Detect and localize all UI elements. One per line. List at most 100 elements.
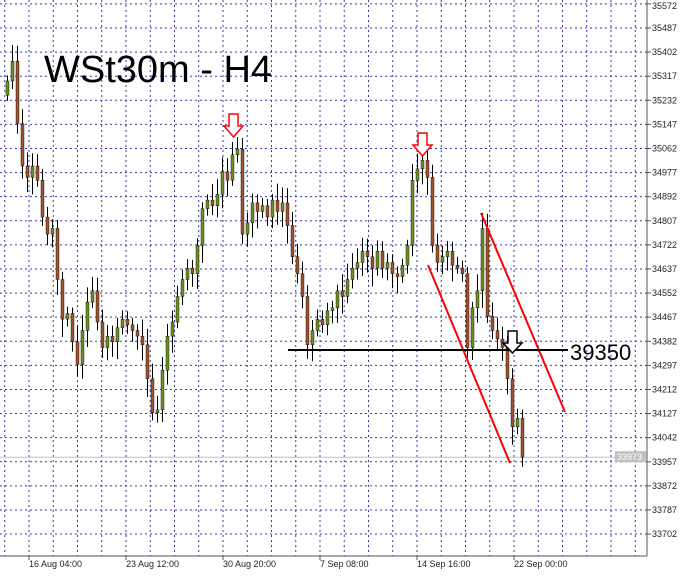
bear-candle [340, 290, 345, 297]
bull-candle [410, 180, 415, 246]
bear-candle [25, 165, 30, 178]
bear-candle [320, 318, 325, 326]
bull-candle [375, 250, 380, 269]
bear-candle [60, 279, 65, 320]
grid [0, 0, 647, 556]
bear-candle [15, 60, 20, 124]
price-tick-label: 34892 [652, 192, 677, 202]
price-tick-label: 34042 [652, 433, 677, 443]
bull-candle [230, 154, 235, 181]
bear-candle [490, 316, 495, 331]
bear-candle [390, 262, 395, 274]
bull-candle [415, 168, 420, 181]
bull-candle [10, 60, 15, 82]
bear-candle [40, 180, 45, 218]
bull-candle [245, 222, 250, 235]
time-tick-label: 14 Sep 16:00 [417, 559, 471, 569]
price-axis-labels: 35572 35487 35402 35317 35232 35147 35062 34977… [647, 1, 677, 539]
bull-candle [205, 199, 210, 209]
bull-candle [160, 369, 165, 411]
bear-candle [365, 250, 370, 257]
price-tick-label: 34637 [652, 264, 677, 274]
channel-lower-line[interactable] [427, 264, 511, 464]
price-tick-label: 34722 [652, 240, 677, 250]
bear-candle [255, 202, 260, 212]
bull-candle [405, 245, 410, 266]
price-tick-label: 35487 [652, 23, 677, 33]
bear-candle [425, 160, 430, 178]
bear-candle [145, 344, 150, 379]
bull-candle [185, 267, 190, 280]
price-tick-label: 35232 [652, 95, 677, 105]
price-tick-label: 35147 [652, 119, 677, 129]
bull-candle [385, 262, 390, 269]
bear-candle [455, 265, 460, 269]
price-tick-label: 33957 [652, 457, 677, 467]
bull-candle [325, 310, 330, 326]
bear-candle [510, 378, 515, 428]
time-tick-label: 22 Sep 00:00 [514, 559, 568, 569]
down-arrow-icon [411, 132, 434, 158]
bear-candle [505, 347, 510, 379]
bear-candle [520, 418, 525, 458]
bull-candle [155, 409, 160, 413]
time-axis-labels: 16 Aug 04:00 23 Aug 12:00 30 Aug 20:00 7 Se… [28, 556, 568, 569]
bull-candle [420, 160, 425, 170]
bear-candle [225, 171, 230, 181]
bull-candle [5, 80, 10, 96]
bull-candle [200, 208, 205, 246]
bear-candle [45, 216, 50, 235]
bear-candle [275, 199, 280, 212]
bear-candle [465, 273, 470, 348]
bull-candle [175, 296, 180, 323]
price-tick-label: 34552 [652, 288, 677, 298]
bear-candle [55, 228, 60, 280]
current-price-marker: 33973 [615, 451, 646, 463]
bull-candle [475, 290, 480, 309]
channel-upper-line[interactable] [480, 212, 566, 413]
price-tick-label: 35317 [652, 71, 677, 81]
time-tick-label: 23 Aug 12:00 [126, 559, 179, 569]
time-tick-label: 30 Aug 20:00 [223, 559, 276, 569]
bear-candle [485, 228, 490, 317]
bear-candle [290, 225, 295, 257]
bull-candle [195, 245, 200, 274]
bear-candle [430, 177, 435, 246]
bull-candle [400, 265, 405, 277]
bull-candle [355, 262, 360, 269]
price-tick-label: 34297 [652, 360, 677, 370]
bull-candle [165, 335, 170, 371]
bull-candle [260, 205, 265, 212]
bear-candle [285, 202, 290, 226]
bear-candle [125, 318, 130, 326]
bear-candle [95, 290, 100, 323]
bear-candle [100, 321, 105, 348]
current-price-label: 33973 [617, 452, 642, 462]
level-label: 39350 [570, 340, 631, 365]
price-tick-label: 34212 [652, 384, 677, 394]
candles [5, 45, 525, 467]
bear-candle [135, 330, 140, 337]
bear-candle [130, 324, 135, 331]
bear-candle [20, 123, 25, 167]
bull-candle [50, 228, 55, 235]
bear-candle [265, 205, 270, 218]
bear-candle [495, 330, 500, 340]
price-tick-label: 35062 [652, 143, 677, 153]
bull-candle [280, 202, 285, 212]
bull-candle [270, 199, 275, 218]
price-tick-label: 34807 [652, 216, 677, 226]
bear-candle [380, 250, 385, 269]
bull-candle [90, 290, 95, 303]
time-tick-label: 7 Sep 08:00 [320, 559, 369, 569]
down-arrow-icon [222, 113, 245, 139]
bear-candle [395, 273, 400, 277]
time-tick-label: 16 Aug 04:00 [29, 559, 82, 569]
bull-candle [30, 165, 35, 178]
price-tick-label: 34977 [652, 168, 677, 178]
price-tick-label: 33787 [652, 505, 677, 515]
bull-candle [310, 330, 315, 345]
down-arrow-icon [501, 330, 524, 355]
bull-candle [115, 327, 120, 343]
